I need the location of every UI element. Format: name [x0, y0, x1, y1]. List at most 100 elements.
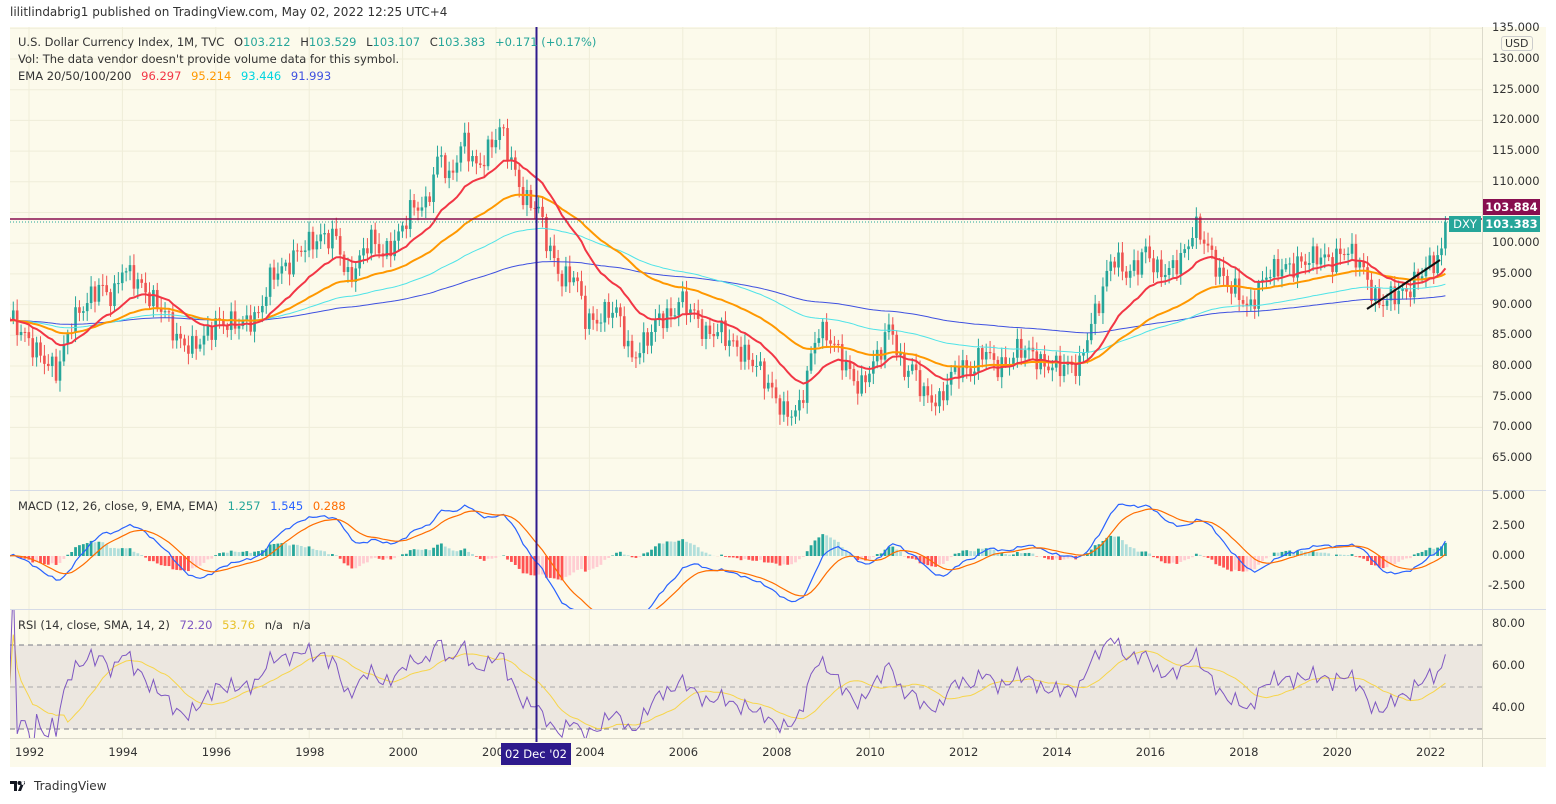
macd-histogram-bar [681, 539, 685, 556]
candle [525, 190, 529, 206]
candle [805, 370, 809, 403]
macd-histogram-bar [720, 554, 723, 556]
candle [1144, 246, 1148, 253]
candle [1444, 222, 1447, 249]
candle [1381, 305, 1385, 307]
candle [354, 268, 358, 282]
candle [1440, 248, 1443, 256]
macd-histogram-bar [556, 556, 560, 580]
candle [1296, 256, 1299, 278]
candle [514, 157, 517, 170]
currency-badge[interactable]: USD [1501, 36, 1533, 51]
macd-histogram-bar [1346, 555, 1350, 556]
candle [961, 360, 965, 378]
symbol-name[interactable]: U.S. Dollar Currency Index, 1M, TVC [18, 35, 225, 49]
macd-histogram-bar [840, 547, 844, 556]
macd-histogram-bar [377, 556, 381, 559]
macd-histogram-bar [163, 556, 167, 566]
candle [155, 289, 159, 308]
macd-histogram-bar [116, 548, 120, 556]
macd-histogram-bar [739, 556, 743, 561]
candle [124, 271, 128, 273]
macd-histogram-bar [969, 551, 973, 556]
candle [89, 286, 93, 304]
macd-histogram-bar [1163, 556, 1167, 564]
candle [1152, 258, 1155, 273]
candle [1331, 257, 1334, 273]
candle [373, 229, 377, 245]
macd-histogram-bar [906, 556, 910, 559]
candle [1167, 267, 1171, 275]
price-tick: 65.000 [1492, 450, 1533, 465]
candle [568, 266, 572, 283]
macd-histogram-bar [1444, 542, 1447, 556]
candle [222, 319, 225, 326]
macd-histogram-bar [39, 556, 42, 563]
macd-histogram-bar [973, 551, 976, 556]
macd-histogram-bar [327, 554, 330, 556]
candle [334, 228, 338, 237]
candle [1074, 364, 1078, 376]
candle [910, 364, 914, 371]
candle [58, 361, 62, 381]
macd-histogram-bar [918, 556, 922, 564]
rsi-legend[interactable]: RSI (14, close, SMA, 14, 2) 72.20 53.76 … [18, 618, 317, 632]
macd-histogram-bar [1280, 551, 1284, 556]
macd-histogram-bar [1245, 556, 1249, 572]
price-change: +0.171 (+0.17%) [495, 35, 597, 49]
candle [82, 311, 85, 313]
rsi-tick: 80.00 [1492, 616, 1525, 630]
macd-histogram-bar [447, 548, 451, 556]
ema-legend[interactable]: EMA 20/50/100/200 96.297 95.214 93.446 9… [18, 69, 337, 83]
macd-histogram-bar [513, 556, 517, 565]
macd-histogram-bar [1023, 553, 1027, 556]
candle [1078, 355, 1081, 376]
candle [1311, 246, 1315, 263]
macd-legend[interactable]: MACD (12, 26, close, 9, EMA, EMA) 1.257 … [18, 499, 352, 513]
trend-line-drawing[interactable] [1366, 259, 1441, 310]
tradingview-logo[interactable]: TradingView [10, 779, 107, 793]
candle [1117, 252, 1120, 268]
macd-histogram-bar [151, 556, 155, 562]
macd-histogram-bar [984, 548, 988, 556]
macd-histogram-bar [727, 556, 731, 558]
candle [74, 307, 77, 333]
candle [179, 333, 182, 339]
macd-histogram-bar [548, 556, 552, 578]
macd-histogram-bar [136, 553, 140, 556]
candle [1370, 279, 1373, 301]
candle [798, 400, 801, 411]
candle [113, 283, 116, 307]
macd-histogram-bar [144, 556, 147, 558]
candle [868, 373, 871, 383]
macd-histogram-bar [731, 556, 735, 558]
candle [490, 139, 494, 148]
macd-histogram-bar [887, 546, 891, 556]
candle [175, 333, 179, 341]
macd-histogram-bar [292, 544, 295, 556]
candle [85, 303, 89, 312]
macd-histogram-bar [895, 549, 899, 556]
candle [1350, 243, 1354, 254]
candle [1358, 261, 1362, 268]
time-tick: 2020 [1322, 745, 1352, 759]
macd-histogram-bar [836, 541, 840, 556]
macd-histogram-bar [1389, 556, 1393, 565]
macd-histogram-bar [957, 553, 961, 556]
candle [650, 332, 653, 346]
candle [992, 353, 996, 360]
macd-histogram-bar [1249, 556, 1253, 570]
rsi-label: RSI (14, close, SMA, 14, 2) [18, 618, 170, 632]
candle [580, 281, 583, 296]
candle [1132, 260, 1136, 271]
macd-histogram-value: 1.257 [227, 499, 261, 513]
candle [1342, 254, 1346, 256]
macd-histogram-bar [1350, 554, 1354, 556]
macd-histogram-bar [774, 556, 778, 564]
candle [1175, 260, 1179, 275]
macd-histogram-bar [490, 556, 494, 559]
macd-histogram-bar [78, 545, 81, 556]
macd-histogram-bar [1311, 550, 1315, 556]
macd-histogram-bar [922, 556, 926, 564]
